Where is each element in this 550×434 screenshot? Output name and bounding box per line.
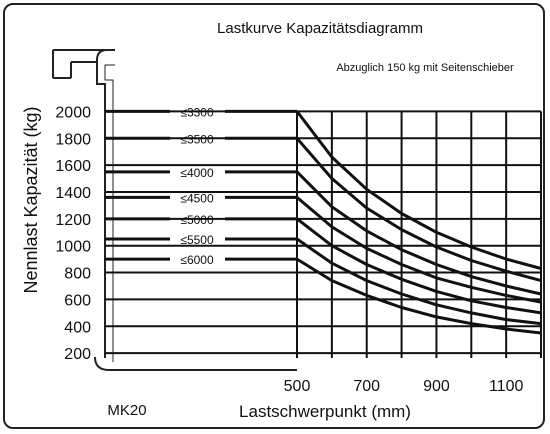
capacity-curve [296, 217, 542, 315]
series-label: ≤4500 [180, 191, 214, 205]
y-tick-label: 600 [64, 292, 91, 309]
series-label: ≤5500 [180, 233, 214, 247]
series-label: ≤4000 [180, 166, 214, 180]
series-label: ≤3500 [180, 132, 214, 146]
y-tick-label: 200 [64, 346, 91, 363]
y-tick-label: 800 [64, 266, 91, 283]
fork-silhouette [96, 49, 115, 358]
capacity-curve [295, 137, 542, 283]
x-tick-label: 1100 [489, 378, 524, 395]
chart-note: Abzuglich 150 kg mit Seitenschieber [336, 62, 514, 74]
fork-base [94, 356, 297, 371]
y-tick-label: 1000 [55, 239, 91, 256]
capacity-curve [295, 170, 542, 296]
capacity-curve [296, 257, 542, 335]
x-tick-labels: 500 700 900 1100 [284, 378, 524, 395]
y-tick-label: 1400 [55, 185, 91, 202]
capacity-curve [296, 237, 542, 326]
series-label: ≤5000 [180, 213, 214, 227]
model-label: MK20 [107, 402, 146, 419]
chart-frame: Lastkurve Kapazitätsdiagramm Abzuglich 1… [3, 3, 545, 429]
y-tick-label: 1800 [55, 131, 91, 148]
grid [105, 110, 543, 358]
capacity-chart: Lastkurve Kapazitätsdiagramm Abzuglich 1… [21, 20, 543, 421]
x-axis-label: Lastschwerpunkt (mm) [239, 402, 411, 421]
capacity-curve [295, 110, 542, 270]
x-tick-label: 700 [353, 378, 380, 395]
y-tick-label: 2000 [55, 104, 91, 121]
y-axis-label: Nennlast Kapazität (kg) [21, 106, 41, 293]
y-tick-labels: 200 400 600 800 1000 1200 1400 1600 1800 2000 [55, 104, 91, 363]
chart-title: Lastkurve Kapazitätsdiagramm [217, 20, 423, 37]
fork-inner [104, 64, 115, 362]
x-tick-label: 900 [423, 378, 450, 395]
series-label: ≤3300 [180, 105, 214, 119]
y-tick-label: 400 [64, 319, 91, 336]
y-tick-label: 1200 [55, 212, 91, 229]
x-tick-label: 500 [284, 378, 311, 395]
series-label: ≤6000 [180, 253, 214, 267]
y-tick-label: 1600 [55, 158, 91, 175]
capacity-curves: ≤3300 ≤3500 ≤4000 ≤4500 ≤5000 ≤5500 ≤6000 [105, 105, 542, 335]
capacity-curve [296, 196, 542, 304]
